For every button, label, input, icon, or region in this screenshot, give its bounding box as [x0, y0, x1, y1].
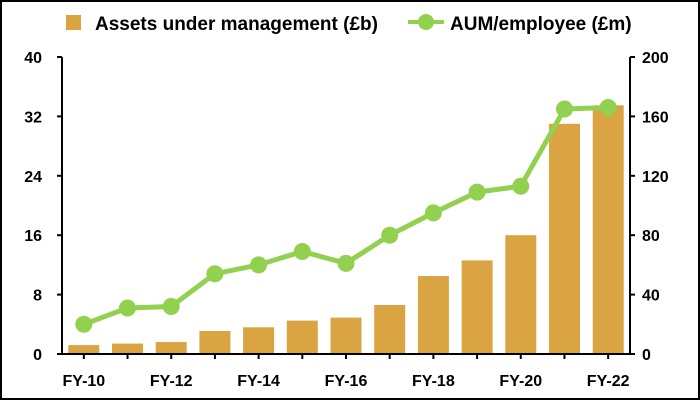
legend-marker-aum-per-employee [418, 14, 434, 30]
right-tick-label-0: 0 [642, 347, 651, 364]
point-FY-18 [424, 204, 442, 222]
left-axis-ticks: 0 8 16 24 32 40 [24, 50, 62, 364]
bar-FY-12 [155, 342, 187, 354]
x-tick-label-FY-20: FY-20 [499, 373, 542, 390]
left-tick-label-0: 0 [33, 347, 42, 364]
bar-FY-20 [505, 235, 537, 354]
bar-FY-14 [243, 327, 275, 354]
left-tick-label-32: 32 [24, 109, 42, 126]
right-tick-label-200: 200 [642, 50, 669, 67]
bar-FY-13 [199, 331, 231, 354]
bar-series [68, 105, 624, 354]
legend-label-aum: Assets under management (£b) [95, 14, 378, 35]
point-FY-15 [293, 243, 311, 260]
right-tick-label-80: 80 [642, 228, 660, 245]
point-FY-22 [599, 99, 617, 116]
bar-FY-21 [549, 123, 580, 354]
bar-FY-16 [330, 317, 362, 354]
point-FY-16 [337, 254, 355, 272]
bar-FY-17 [374, 305, 406, 354]
bar-FY-18 [417, 276, 449, 354]
right-tick-label-120: 120 [642, 169, 669, 186]
left-tick-label-40: 40 [24, 50, 42, 67]
point-FY-20 [512, 177, 530, 195]
right-axis-ticks: 0 40 80 120 160 200 [630, 50, 669, 364]
x-tick-label-FY-18: FY-18 [412, 373, 455, 390]
x-tick-label-FY-14: FY-14 [237, 373, 280, 390]
x-tick-label-FY-16: FY-16 [325, 373, 368, 390]
left-tick-label-16: 16 [24, 228, 42, 245]
legend-swatch-aum [66, 15, 81, 30]
point-FY-17 [381, 226, 399, 244]
bar-FY-19 [461, 260, 493, 354]
point-FY-10 [75, 315, 93, 333]
left-tick-label-8: 8 [33, 288, 42, 305]
x-tick-label-FY-22: FY-22 [587, 373, 630, 390]
right-tick-label-160: 160 [642, 109, 669, 126]
legend-label-aum-per-employee: AUM/employee (£m) [450, 14, 632, 35]
point-FY-19 [468, 183, 486, 201]
right-tick-label-40: 40 [642, 288, 660, 305]
bar-FY-22 [592, 105, 624, 354]
point-FY-21 [556, 100, 573, 118]
point-FY-13 [206, 265, 224, 283]
point-FY-12 [162, 298, 180, 315]
bar-FY-11 [112, 343, 143, 354]
left-tick-label-24: 24 [24, 169, 42, 186]
x-tick-label-FY-10: FY-10 [63, 373, 106, 390]
bar-FY-10 [68, 345, 100, 354]
legend: Assets under management (£b) AUM/employe… [66, 14, 632, 35]
point-FY-11 [119, 299, 136, 317]
bar-FY-15 [286, 320, 318, 354]
x-axis-ticks: FY-10 FY-12 FY-14 FY-16 FY-18 FY-20 FY-22 [63, 354, 630, 390]
point-FY-14 [250, 256, 268, 274]
line-series [75, 99, 617, 333]
x-tick-label-FY-12: FY-12 [150, 373, 193, 390]
